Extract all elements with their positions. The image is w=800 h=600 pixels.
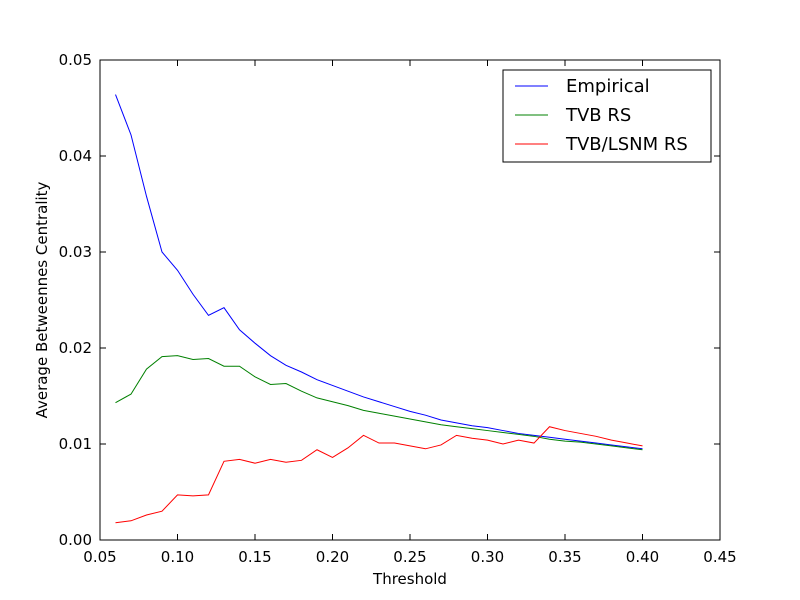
x-tick-label: 0.30 <box>471 548 504 566</box>
legend: Empirical TVB RS TVB/LSNM RS <box>502 69 712 163</box>
y-axis-label: Average Betweennes Centrality <box>33 181 51 418</box>
legend-box <box>502 69 712 163</box>
series-line-empirical <box>115 94 643 450</box>
y-axis: 0.00 0.01 0.02 0.03 0.04 0.05 <box>59 51 720 549</box>
x-tick-label: 0.45 <box>703 548 736 566</box>
y-tick-label: 0.01 <box>59 435 92 453</box>
x-tick-label: 0.10 <box>161 548 194 566</box>
series-line-tvb-lsnm-rs <box>115 426 643 524</box>
y-tick-label: 0.04 <box>59 147 92 165</box>
legend-label-tvb-rs: TVB RS <box>565 105 631 126</box>
x-axis: 0.05 0.10 0.15 0.20 0.25 0.30 0.35 0.40 0.45 <box>83 60 737 566</box>
x-tick-label: 0.35 <box>548 548 581 566</box>
legend-label-empirical: Empirical <box>566 76 650 97</box>
legend-label-tvb-lsnm-rs: TVB/LSNM RS <box>565 134 688 155</box>
x-tick-label: 0.05 <box>83 548 116 566</box>
series-line-tvb-rs <box>115 355 643 451</box>
y-tick-label: 0.03 <box>59 243 92 261</box>
x-tick-label: 0.20 <box>316 548 349 566</box>
x-tick-label: 0.40 <box>626 548 659 566</box>
x-tick-label: 0.25 <box>393 548 426 566</box>
x-axis-label: Threshold <box>372 570 447 588</box>
y-tick-label: 0.05 <box>59 51 92 69</box>
y-tick-label: 0.00 <box>59 531 92 549</box>
series-layer <box>115 94 643 524</box>
y-tick-label: 0.02 <box>59 339 92 357</box>
x-tick-label: 0.15 <box>238 548 271 566</box>
